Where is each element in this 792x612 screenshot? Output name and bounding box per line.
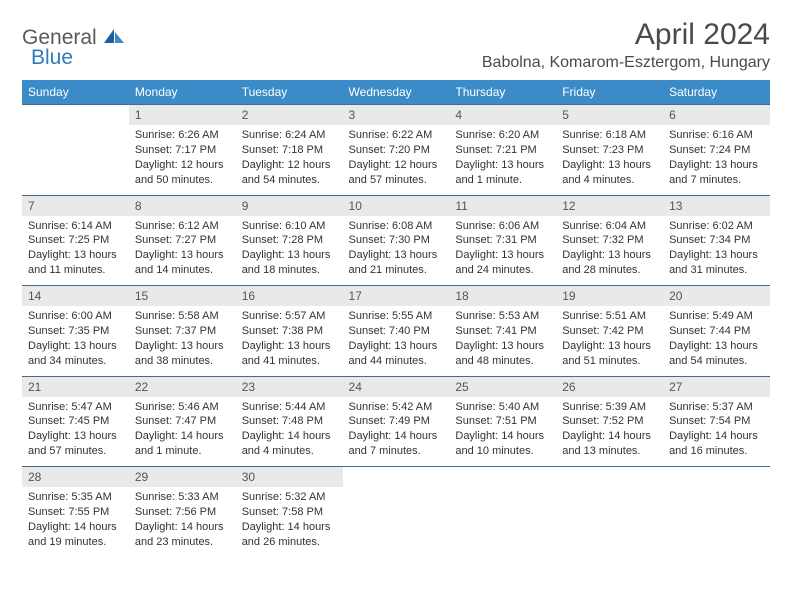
day-cell: Sunrise: 6:10 AMSunset: 7:28 PMDaylight:…: [236, 216, 343, 286]
day-number: [556, 467, 663, 488]
day-cell: Sunrise: 5:37 AMSunset: 7:54 PMDaylight:…: [663, 397, 770, 467]
day-number: 2: [236, 105, 343, 126]
day-number: 25: [449, 376, 556, 397]
location-subtitle: Babolna, Komarom-Esztergom, Hungary: [482, 54, 770, 72]
day-number: 22: [129, 376, 236, 397]
day-number: 16: [236, 286, 343, 307]
content-row: Sunrise: 5:47 AMSunset: 7:45 PMDaylight:…: [22, 397, 770, 467]
day-number: 18: [449, 286, 556, 307]
day-cell: Sunrise: 5:40 AMSunset: 7:51 PMDaylight:…: [449, 397, 556, 467]
content-row: Sunrise: 6:26 AMSunset: 7:17 PMDaylight:…: [22, 125, 770, 195]
weekday-header-row: Sunday Monday Tuesday Wednesday Thursday…: [22, 80, 770, 105]
col-thursday: Thursday: [449, 80, 556, 105]
day-cell: Sunrise: 6:20 AMSunset: 7:21 PMDaylight:…: [449, 125, 556, 195]
day-cell: Sunrise: 6:04 AMSunset: 7:32 PMDaylight:…: [556, 216, 663, 286]
daynum-row: 282930: [22, 467, 770, 488]
day-cell: [449, 487, 556, 557]
logo-text-blue-wrap: Blue: [31, 46, 73, 70]
col-sunday: Sunday: [22, 80, 129, 105]
day-cell: Sunrise: 6:18 AMSunset: 7:23 PMDaylight:…: [556, 125, 663, 195]
month-title: April 2024: [482, 18, 770, 52]
day-number: 12: [556, 195, 663, 216]
day-number: 15: [129, 286, 236, 307]
day-cell: [22, 125, 129, 195]
day-number: 26: [556, 376, 663, 397]
day-number: 9: [236, 195, 343, 216]
day-number: 17: [343, 286, 450, 307]
col-friday: Friday: [556, 80, 663, 105]
content-row: Sunrise: 6:14 AMSunset: 7:25 PMDaylight:…: [22, 216, 770, 286]
day-cell: Sunrise: 6:06 AMSunset: 7:31 PMDaylight:…: [449, 216, 556, 286]
day-number: 20: [663, 286, 770, 307]
day-number: 29: [129, 467, 236, 488]
day-number: 5: [556, 105, 663, 126]
day-number: 7: [22, 195, 129, 216]
day-cell: Sunrise: 6:00 AMSunset: 7:35 PMDaylight:…: [22, 306, 129, 376]
day-cell: Sunrise: 6:12 AMSunset: 7:27 PMDaylight:…: [129, 216, 236, 286]
day-cell: [556, 487, 663, 557]
day-number: [449, 467, 556, 488]
day-cell: Sunrise: 6:14 AMSunset: 7:25 PMDaylight:…: [22, 216, 129, 286]
day-number: 13: [663, 195, 770, 216]
col-monday: Monday: [129, 80, 236, 105]
day-cell: Sunrise: 5:49 AMSunset: 7:44 PMDaylight:…: [663, 306, 770, 376]
day-cell: Sunrise: 6:26 AMSunset: 7:17 PMDaylight:…: [129, 125, 236, 195]
day-number: 27: [663, 376, 770, 397]
day-number: [343, 467, 450, 488]
daynum-row: 14151617181920: [22, 286, 770, 307]
day-cell: Sunrise: 5:57 AMSunset: 7:38 PMDaylight:…: [236, 306, 343, 376]
day-cell: Sunrise: 5:32 AMSunset: 7:58 PMDaylight:…: [236, 487, 343, 557]
day-cell: Sunrise: 5:35 AMSunset: 7:55 PMDaylight:…: [22, 487, 129, 557]
title-block: April 2024 Babolna, Komarom-Esztergom, H…: [482, 18, 770, 72]
day-cell: Sunrise: 5:46 AMSunset: 7:47 PMDaylight:…: [129, 397, 236, 467]
day-number: 3: [343, 105, 450, 126]
col-tuesday: Tuesday: [236, 80, 343, 105]
day-number: 1: [129, 105, 236, 126]
day-number: [663, 467, 770, 488]
day-number: 28: [22, 467, 129, 488]
day-cell: Sunrise: 6:02 AMSunset: 7:34 PMDaylight:…: [663, 216, 770, 286]
day-cell: Sunrise: 5:47 AMSunset: 7:45 PMDaylight:…: [22, 397, 129, 467]
col-wednesday: Wednesday: [343, 80, 450, 105]
daynum-row: 123456: [22, 105, 770, 126]
logo-text-blue: Blue: [31, 46, 73, 69]
day-cell: Sunrise: 5:42 AMSunset: 7:49 PMDaylight:…: [343, 397, 450, 467]
day-number: 8: [129, 195, 236, 216]
day-number: 11: [449, 195, 556, 216]
day-cell: Sunrise: 5:53 AMSunset: 7:41 PMDaylight:…: [449, 306, 556, 376]
day-number: [22, 105, 129, 126]
content-row: Sunrise: 6:00 AMSunset: 7:35 PMDaylight:…: [22, 306, 770, 376]
header: General April 2024 Babolna, Komarom-Eszt…: [22, 18, 770, 72]
day-cell: Sunrise: 5:51 AMSunset: 7:42 PMDaylight:…: [556, 306, 663, 376]
day-cell: [343, 487, 450, 557]
day-cell: Sunrise: 6:08 AMSunset: 7:30 PMDaylight:…: [343, 216, 450, 286]
day-cell: Sunrise: 5:33 AMSunset: 7:56 PMDaylight:…: [129, 487, 236, 557]
day-number: 19: [556, 286, 663, 307]
day-cell: Sunrise: 6:22 AMSunset: 7:20 PMDaylight:…: [343, 125, 450, 195]
logo-sail-icon: [102, 27, 128, 50]
day-cell: Sunrise: 5:58 AMSunset: 7:37 PMDaylight:…: [129, 306, 236, 376]
day-number: 23: [236, 376, 343, 397]
day-number: 6: [663, 105, 770, 126]
daynum-row: 21222324252627: [22, 376, 770, 397]
day-cell: Sunrise: 5:44 AMSunset: 7:48 PMDaylight:…: [236, 397, 343, 467]
day-number: 14: [22, 286, 129, 307]
day-number: 30: [236, 467, 343, 488]
day-cell: Sunrise: 5:39 AMSunset: 7:52 PMDaylight:…: [556, 397, 663, 467]
day-cell: Sunrise: 6:24 AMSunset: 7:18 PMDaylight:…: [236, 125, 343, 195]
day-number: 10: [343, 195, 450, 216]
day-cell: Sunrise: 5:55 AMSunset: 7:40 PMDaylight:…: [343, 306, 450, 376]
calendar-table: Sunday Monday Tuesday Wednesday Thursday…: [22, 80, 770, 557]
day-number: 21: [22, 376, 129, 397]
day-number: 24: [343, 376, 450, 397]
day-number: 4: [449, 105, 556, 126]
content-row: Sunrise: 5:35 AMSunset: 7:55 PMDaylight:…: [22, 487, 770, 557]
daynum-row: 78910111213: [22, 195, 770, 216]
day-cell: Sunrise: 6:16 AMSunset: 7:24 PMDaylight:…: [663, 125, 770, 195]
day-cell: [663, 487, 770, 557]
col-saturday: Saturday: [663, 80, 770, 105]
